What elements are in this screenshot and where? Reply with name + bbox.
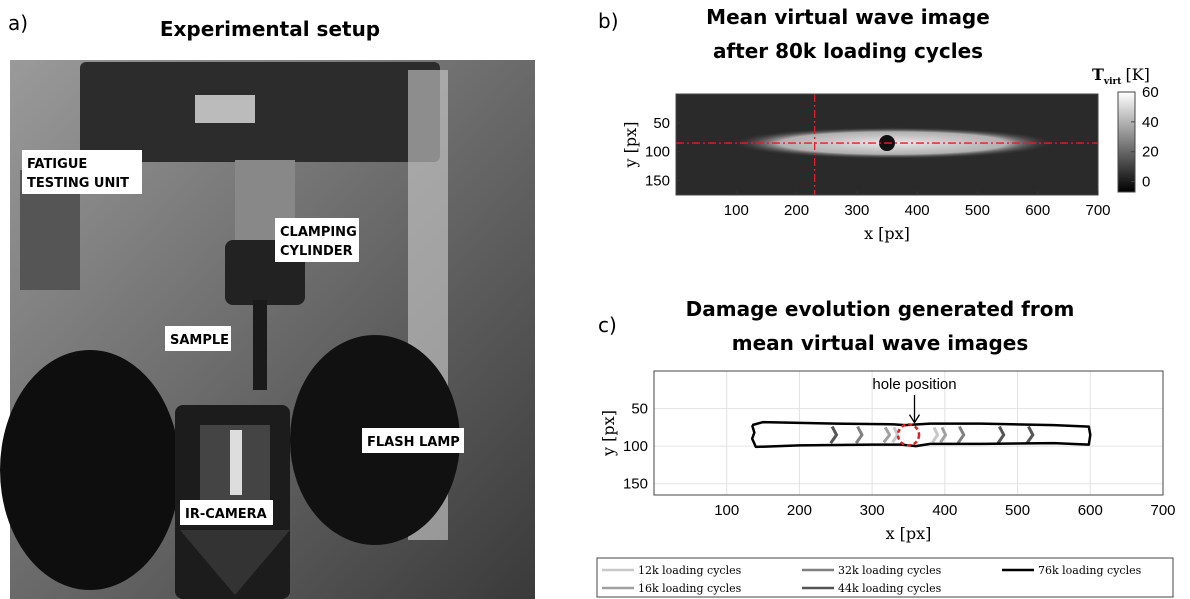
panel-title: Experimental setup bbox=[160, 17, 380, 41]
x-tick-label: 400 bbox=[905, 202, 930, 219]
legend-label: 44k loading cycles bbox=[838, 582, 942, 595]
x-tick-label: 700 bbox=[1085, 202, 1110, 219]
x-tick-label: 600 bbox=[1078, 502, 1103, 519]
annotation-text: TESTING UNIT bbox=[27, 176, 129, 191]
panel-title: mean virtual wave images bbox=[732, 331, 1028, 355]
panel-title: Damage evolution generated from bbox=[686, 297, 1075, 321]
panel-title: after 80k loading cycles bbox=[713, 39, 983, 63]
colorbar-label-part: T bbox=[1092, 65, 1104, 84]
colorbar-label-part: virt bbox=[1103, 77, 1122, 87]
y-tick-label: 150 bbox=[645, 173, 670, 190]
colorbar-tick-label: 0 bbox=[1142, 174, 1150, 191]
figure: a) Experimental setup FATIGUE TESTING UNI… bbox=[0, 0, 1190, 599]
colorbar-tick-label: 40 bbox=[1142, 114, 1159, 131]
panel-label: c) bbox=[598, 313, 617, 337]
legend-label: 76k loading cycles bbox=[1038, 564, 1142, 577]
annotation-text: IR-CAMERA bbox=[185, 507, 267, 522]
colorbar-tick-label: 20 bbox=[1142, 144, 1159, 161]
colorbar-label: Tvirt[K] bbox=[1092, 65, 1150, 87]
y-tick-label: 100 bbox=[645, 144, 670, 161]
legend-label: 16k loading cycles bbox=[638, 582, 742, 595]
annotation-text: CLAMPING bbox=[280, 225, 357, 240]
x-tick-label: 300 bbox=[860, 502, 885, 519]
panel-label: b) bbox=[598, 9, 619, 33]
y-axis-label: y [px] bbox=[621, 122, 640, 169]
x-axis-label: x [px] bbox=[886, 524, 932, 543]
legend-label: 12k loading cycles bbox=[638, 564, 742, 577]
y-tick-label: 50 bbox=[631, 401, 648, 418]
x-tick-label: 300 bbox=[844, 202, 869, 219]
y-axis-label: y [px] bbox=[599, 410, 618, 457]
x-tick-label: 700 bbox=[1150, 502, 1175, 519]
x-axis-label: x [px] bbox=[864, 224, 910, 243]
y-tick-label: 150 bbox=[623, 476, 648, 493]
annotation-text: FATIGUE bbox=[27, 157, 87, 172]
x-tick-label: 200 bbox=[784, 202, 809, 219]
annotation-text: CYLINDER bbox=[280, 244, 353, 259]
x-tick-label: 600 bbox=[1025, 202, 1050, 219]
legend-label: 32k loading cycles bbox=[838, 564, 942, 577]
x-tick-label: 200 bbox=[787, 502, 812, 519]
y-tick-label: 100 bbox=[623, 438, 648, 455]
x-tick-label: 500 bbox=[965, 202, 990, 219]
annotation: hole position bbox=[872, 376, 956, 393]
x-tick-label: 400 bbox=[932, 502, 957, 519]
x-tick-label: 100 bbox=[724, 202, 749, 219]
x-tick-label: 500 bbox=[1005, 502, 1030, 519]
y-tick-label: 50 bbox=[653, 115, 670, 132]
colorbar bbox=[1118, 92, 1135, 192]
panel-title: Mean virtual wave image bbox=[706, 5, 990, 29]
colorbar-tick-label: 60 bbox=[1142, 84, 1159, 101]
colorbar-label-part: [K] bbox=[1125, 65, 1149, 84]
annotation-text: SAMPLE bbox=[170, 333, 229, 348]
annotation-text: FLASH LAMP bbox=[367, 435, 460, 450]
x-tick-label: 100 bbox=[714, 502, 739, 519]
panel-label: a) bbox=[8, 11, 28, 35]
